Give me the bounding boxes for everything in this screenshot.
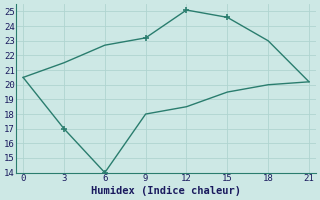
X-axis label: Humidex (Indice chaleur): Humidex (Indice chaleur) (91, 186, 241, 196)
